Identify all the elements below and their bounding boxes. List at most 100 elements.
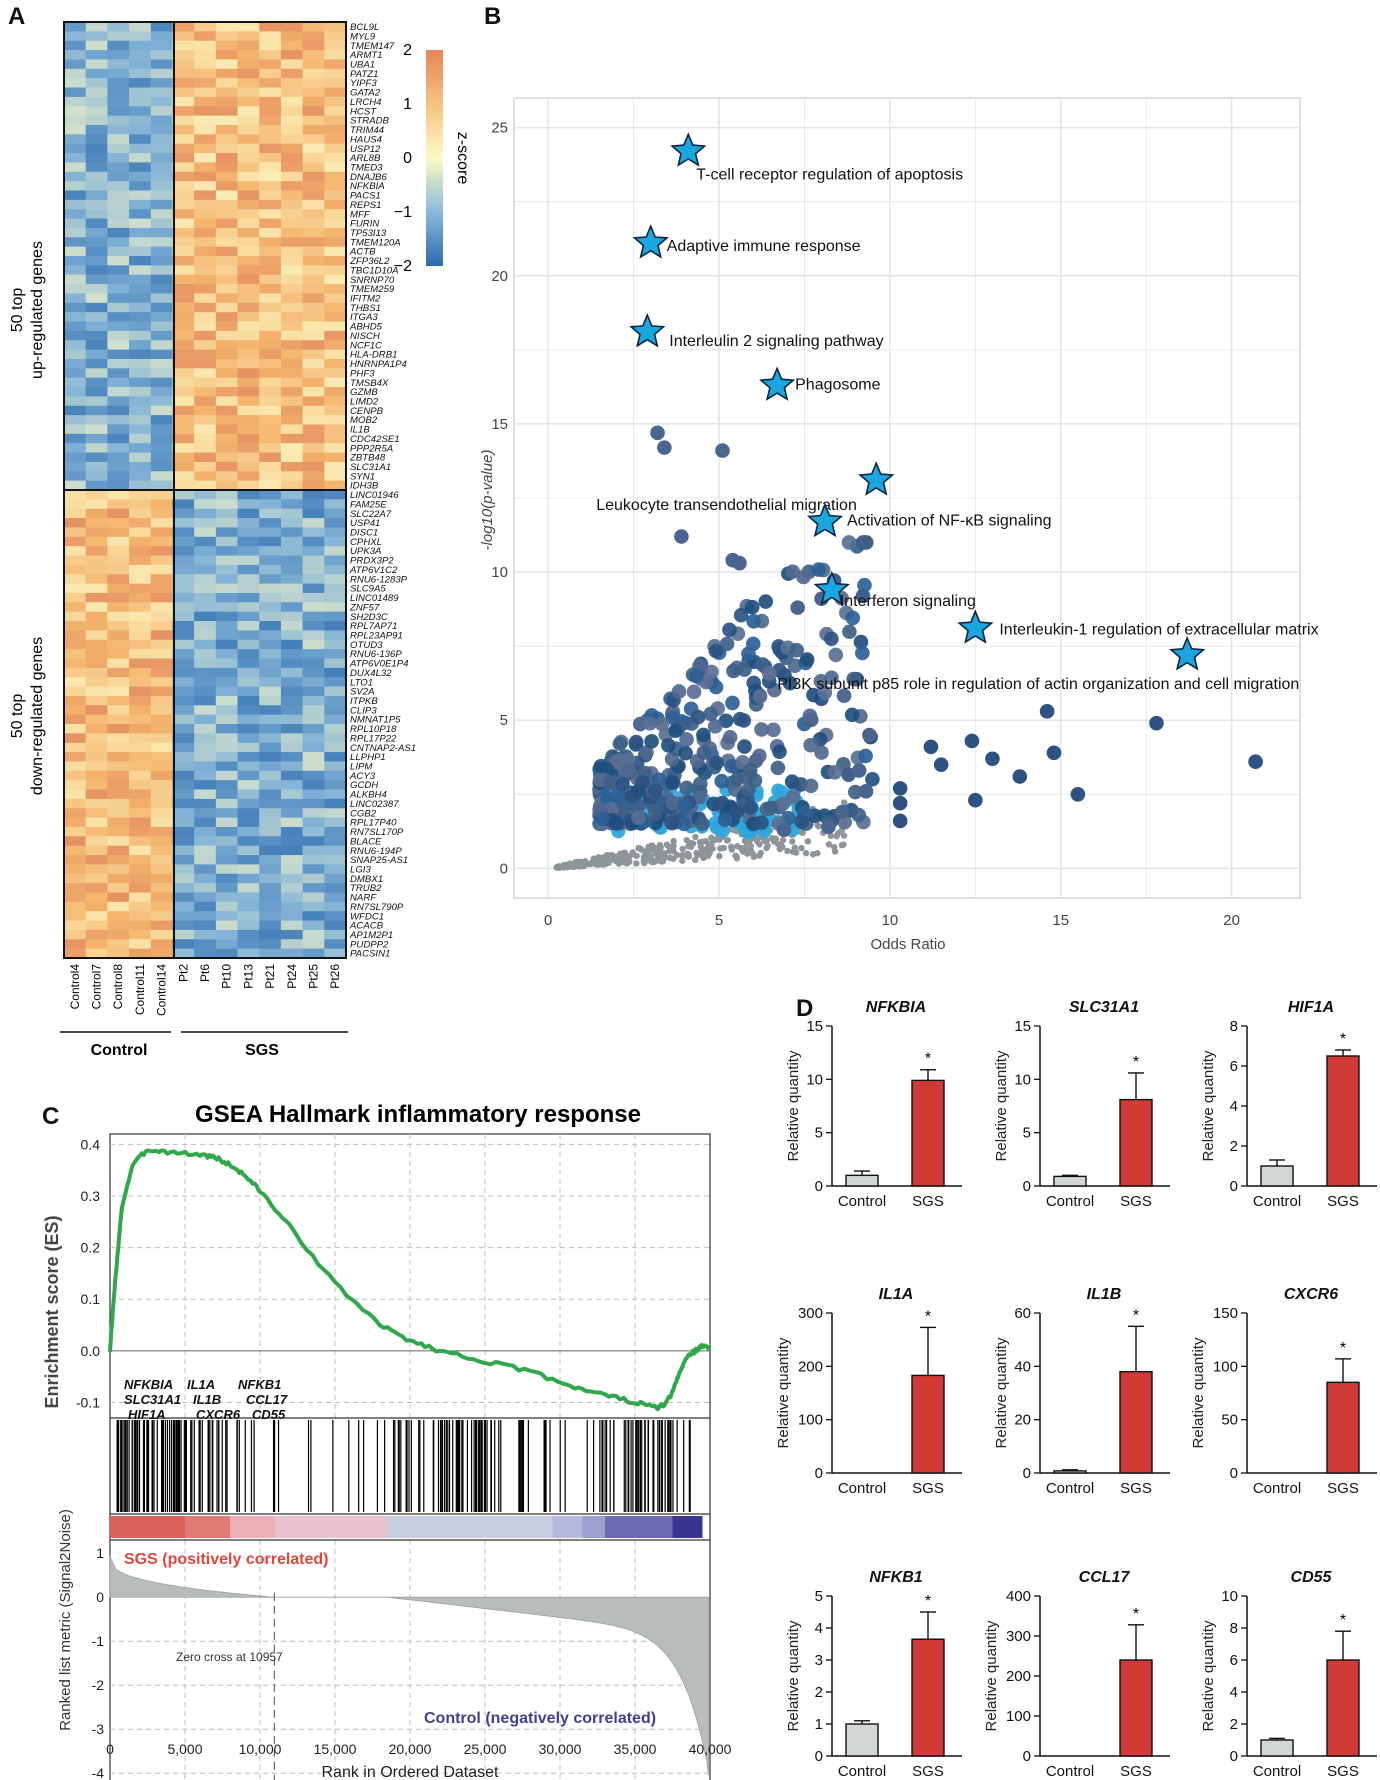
heatmap-cell [172,22,195,32]
heatmap-cell [302,293,325,304]
heatmap-cell [259,780,282,791]
scatter-point [796,569,811,585]
heatmap-cell [215,134,239,145]
gene-label: ATP6V0E1P4 [349,659,409,670]
heatmap-cell [129,733,152,744]
scatter-point [720,844,727,852]
scatter-point [683,852,691,859]
scatter-point [750,851,757,858]
heatmap-cell [85,546,108,557]
heatmap-cell [129,770,152,781]
scatter-point [756,841,763,848]
heatmap-cell [64,340,87,351]
rank-band-segment [582,1516,605,1538]
heatmap-cell [129,50,152,61]
heatmap-cell [129,153,152,163]
heatmap-cell [259,124,282,135]
scatter-point [840,832,848,839]
heatmap-cell [85,78,108,89]
pathway-star [1169,635,1206,671]
heatmap-cell [172,714,195,725]
heatmap-cell [64,59,87,70]
bar-control [1053,1470,1087,1474]
heatmap-cell [324,396,347,407]
heatmap-cell [85,826,108,837]
heatmap-cell [194,490,217,500]
scatter-point [693,776,708,792]
heatmap-cell [129,518,152,529]
heatmap-cell [237,209,260,220]
heatmap-cell [215,181,239,192]
heatmap-cell [129,855,152,865]
gene-label: BLACE [350,836,382,847]
scatter-point [718,713,734,729]
heatmap-cell [215,686,239,697]
scatter-point [846,671,861,687]
heatmap-cell [237,873,260,884]
heatmap-cell [107,284,130,295]
gsea-rank-color-band [110,1516,703,1538]
heatmap-cell [129,246,152,257]
heatmap-cell [85,780,108,791]
heatmap-cell [64,106,87,117]
heatmap-cell [302,583,325,594]
heatmap-cell [324,555,347,566]
heatmap-cell [107,752,130,763]
gene-label: NARF [350,893,377,904]
heatmap-cell [85,639,108,650]
heatmap-cell [107,592,130,603]
heatmap-cell [302,87,325,98]
heatmap-cell [85,461,108,472]
heatmap-cell [302,873,325,884]
heatmap-cell [215,677,239,688]
heatmap-cell [172,237,195,248]
heatmap-cell [150,733,174,744]
scatter-point [802,708,818,724]
heatmap-cell [64,892,87,903]
heatmap-cell [215,284,239,295]
heatmap-cell [259,256,282,266]
heatmap-cell [324,424,347,435]
heatmap-cell [64,883,87,894]
heatmap-cell [259,508,282,519]
colorbar-tick: 1 [403,96,412,113]
heatmap-cell [150,714,174,725]
heatmap-cell [107,555,130,566]
heatmap-cell [324,564,347,575]
heatmap-cell [129,237,152,248]
gene-label: MFF [350,209,371,220]
gene-label: UBA1 [350,60,375,71]
heatmap-cell [172,461,195,472]
scatter-point [630,784,646,800]
heatmap-cell [194,667,217,678]
heatmap-cell [302,574,325,585]
colorbar-ticks: 210−1−2 [394,42,412,275]
scatter-x-label: Odds Ratio [870,936,945,953]
y-tick: 0.3 [81,1188,101,1204]
heatmap-cell [172,377,195,388]
heatmap-cell [280,209,304,220]
heatmap-cell [215,190,239,201]
heatmap-cell [194,143,217,154]
heatmap-cell [172,592,195,603]
heatmap-cell [85,22,108,32]
pathway-label: PI3K subunit p85 role in regulation of a… [777,676,1299,693]
bar-category-label: Control [1253,1763,1301,1780]
heatmap-cell [194,705,217,716]
heatmap-cell [302,780,325,791]
heatmap-cell [324,883,347,894]
heatmap-cell [107,845,130,856]
heatmap-cell [194,40,217,51]
heatmap-cell [324,808,347,819]
heatmap-cell [85,948,108,959]
column-label: Pt21 [263,964,277,989]
heatmap-cell [237,527,260,538]
scatter-point [847,784,863,800]
heatmap-cell [302,78,325,89]
scatter-point [714,773,729,789]
heatmap-cell [129,864,152,875]
heatmap-cell [172,274,195,285]
heatmap-cell [172,920,195,931]
heatmap-cell [215,892,239,903]
